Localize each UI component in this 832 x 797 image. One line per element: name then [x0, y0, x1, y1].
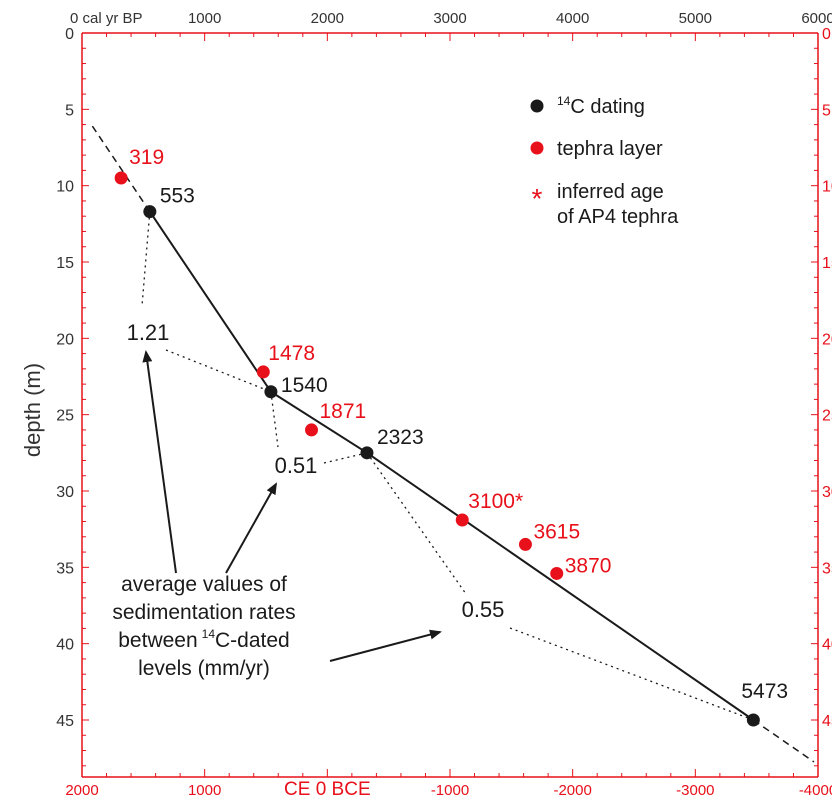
- annotation-line-4: levels (mm/yr): [138, 657, 270, 680]
- y-tick-label-right: 10: [822, 179, 832, 196]
- connector-rate-1a: [141, 211, 151, 307]
- y-tick-label-right: 20: [822, 331, 832, 348]
- x-top-tick-label: 5000: [679, 10, 712, 27]
- x-bottom-tick-label: -4000: [799, 782, 832, 797]
- x-bottom-tick-label: -1000: [431, 782, 469, 797]
- model-line: [149, 211, 754, 721]
- annotation-arrows: [142, 350, 442, 662]
- y-axis-label: depth (m): [20, 363, 45, 457]
- model-extrapolation-top: [91, 125, 151, 213]
- y-tick-label-left: 0: [65, 26, 74, 43]
- y-tick-label-left: 35: [56, 560, 74, 577]
- legend-marker-tephra: [530, 141, 544, 155]
- axis-ticks: [81, 32, 819, 777]
- sedimentation-annotation: average values of sedimentation rates be…: [112, 573, 295, 680]
- y-tick-label-left: 20: [56, 331, 74, 348]
- x-top-tick-label: 0 cal yr BP: [70, 10, 143, 27]
- tephra-label: 1871: [320, 400, 367, 423]
- legend-label-14c: 14C dating: [557, 94, 645, 118]
- x-bottom-tick-label: 2000: [65, 782, 98, 797]
- tephra-point: [550, 566, 564, 580]
- model-extrapolation-bottom: [752, 719, 815, 763]
- annotation-line-3: between 14C-dated: [118, 627, 289, 652]
- legend: 14C dating tephra layer * inferred age o…: [530, 94, 679, 228]
- c14-date-label: 553: [160, 185, 195, 208]
- legend-note-line-2: of AP4 tephra: [557, 206, 679, 228]
- legend-superscript: 14: [557, 94, 571, 108]
- tephra-point: [455, 513, 469, 527]
- tephra-label: 3870: [565, 554, 612, 577]
- tephra-label: 1478: [268, 342, 315, 365]
- annotation-c-dated: C-dated: [215, 629, 290, 652]
- y-tick-label-right: 35: [822, 560, 832, 577]
- x-top-tick-label: 3000: [433, 10, 466, 27]
- x-bottom-tick-label: CE 0 BCE: [284, 779, 371, 797]
- y-tick-label-left: 30: [56, 484, 74, 501]
- y-tick-label-right: 25: [822, 408, 832, 425]
- tephra-label: 319: [129, 146, 164, 169]
- arrow-rate-2: [225, 482, 277, 574]
- c14-date-label: 5473: [741, 680, 788, 703]
- annotation-between: between: [118, 629, 197, 652]
- x-top-tick-label: 1000: [188, 10, 221, 27]
- c14-date-point: [264, 385, 278, 399]
- connector-rate-2b: [323, 452, 368, 464]
- x-bottom-tick-label: -2000: [553, 782, 591, 797]
- rate-label-2: 0.51: [275, 453, 318, 478]
- rate-connectors: [141, 211, 754, 721]
- legend-label-tephra: tephra layer: [557, 138, 663, 160]
- y-tick-label-left: 5: [65, 102, 74, 119]
- x-top-tick-label: 2000: [311, 10, 344, 27]
- tephra-point: [256, 365, 270, 379]
- c14-date-label: 1540: [281, 374, 328, 397]
- c14-date-label: 2323: [377, 426, 424, 449]
- rate-label-3: 0.55: [462, 597, 505, 622]
- tephra-point: [114, 171, 128, 185]
- x-top-tick-label: 4000: [556, 10, 589, 27]
- data-point-labels: 553 1540 2323 5473 319 1478 1871 3100* 3615 3870: [129, 146, 788, 703]
- y-tick-label-right: 45: [822, 713, 832, 730]
- age-depth-model: [91, 125, 815, 763]
- rate-label-1: 1.21: [127, 320, 170, 345]
- arrow-rate-3: [329, 629, 442, 662]
- legend-14c-text: C dating: [570, 96, 645, 118]
- y-tick-label-right: 5: [822, 102, 831, 119]
- y-tick-label-right: 40: [822, 637, 832, 654]
- tephra-label: 3100*: [468, 490, 523, 513]
- connector-rate-2a: [270, 391, 279, 448]
- annotation-line-2: sedimentation rates: [112, 601, 295, 624]
- y-tick-label-left: 15: [56, 255, 74, 272]
- data-points: [114, 171, 760, 727]
- connector-rate-3b: [509, 627, 754, 721]
- y-tick-label-left: 25: [56, 408, 74, 425]
- y-tick-label-right: 0: [822, 26, 831, 43]
- y-tick-label-left: 40: [56, 637, 74, 654]
- y-tick-label-left: 45: [56, 713, 74, 730]
- tephra-point: [305, 423, 319, 437]
- y-tick-label-right: 30: [822, 484, 832, 501]
- y-tick-label-left: 10: [56, 179, 74, 196]
- annotation-superscript: 14: [202, 627, 216, 641]
- x-bottom-tick-label: 1000: [188, 782, 221, 797]
- arrow-rate-1: [142, 350, 177, 574]
- legend-note-line-1: inferred age: [557, 181, 664, 203]
- connector-rate-3a: [366, 452, 467, 595]
- c14-date-point: [360, 446, 374, 460]
- c14-date-point: [746, 713, 760, 727]
- c14-date-point: [143, 205, 157, 219]
- legend-asterisk-icon: *: [532, 183, 543, 214]
- x-top-tick-label: 6000: [801, 10, 832, 27]
- tephra-label: 3615: [533, 520, 580, 543]
- y-tick-label-right: 15: [822, 255, 832, 272]
- axis-tick-labels: 0 0 5 5 10 10 15 15 20 20 25 25 30 30 35 35 40 40 45 45 0 ca…: [56, 10, 832, 797]
- annotation-line-1: average values of: [121, 573, 287, 596]
- connector-rate-1b: [165, 349, 272, 393]
- legend-marker-14c: [530, 99, 544, 113]
- x-bottom-tick-label: -3000: [676, 782, 714, 797]
- tephra-point: [518, 537, 532, 551]
